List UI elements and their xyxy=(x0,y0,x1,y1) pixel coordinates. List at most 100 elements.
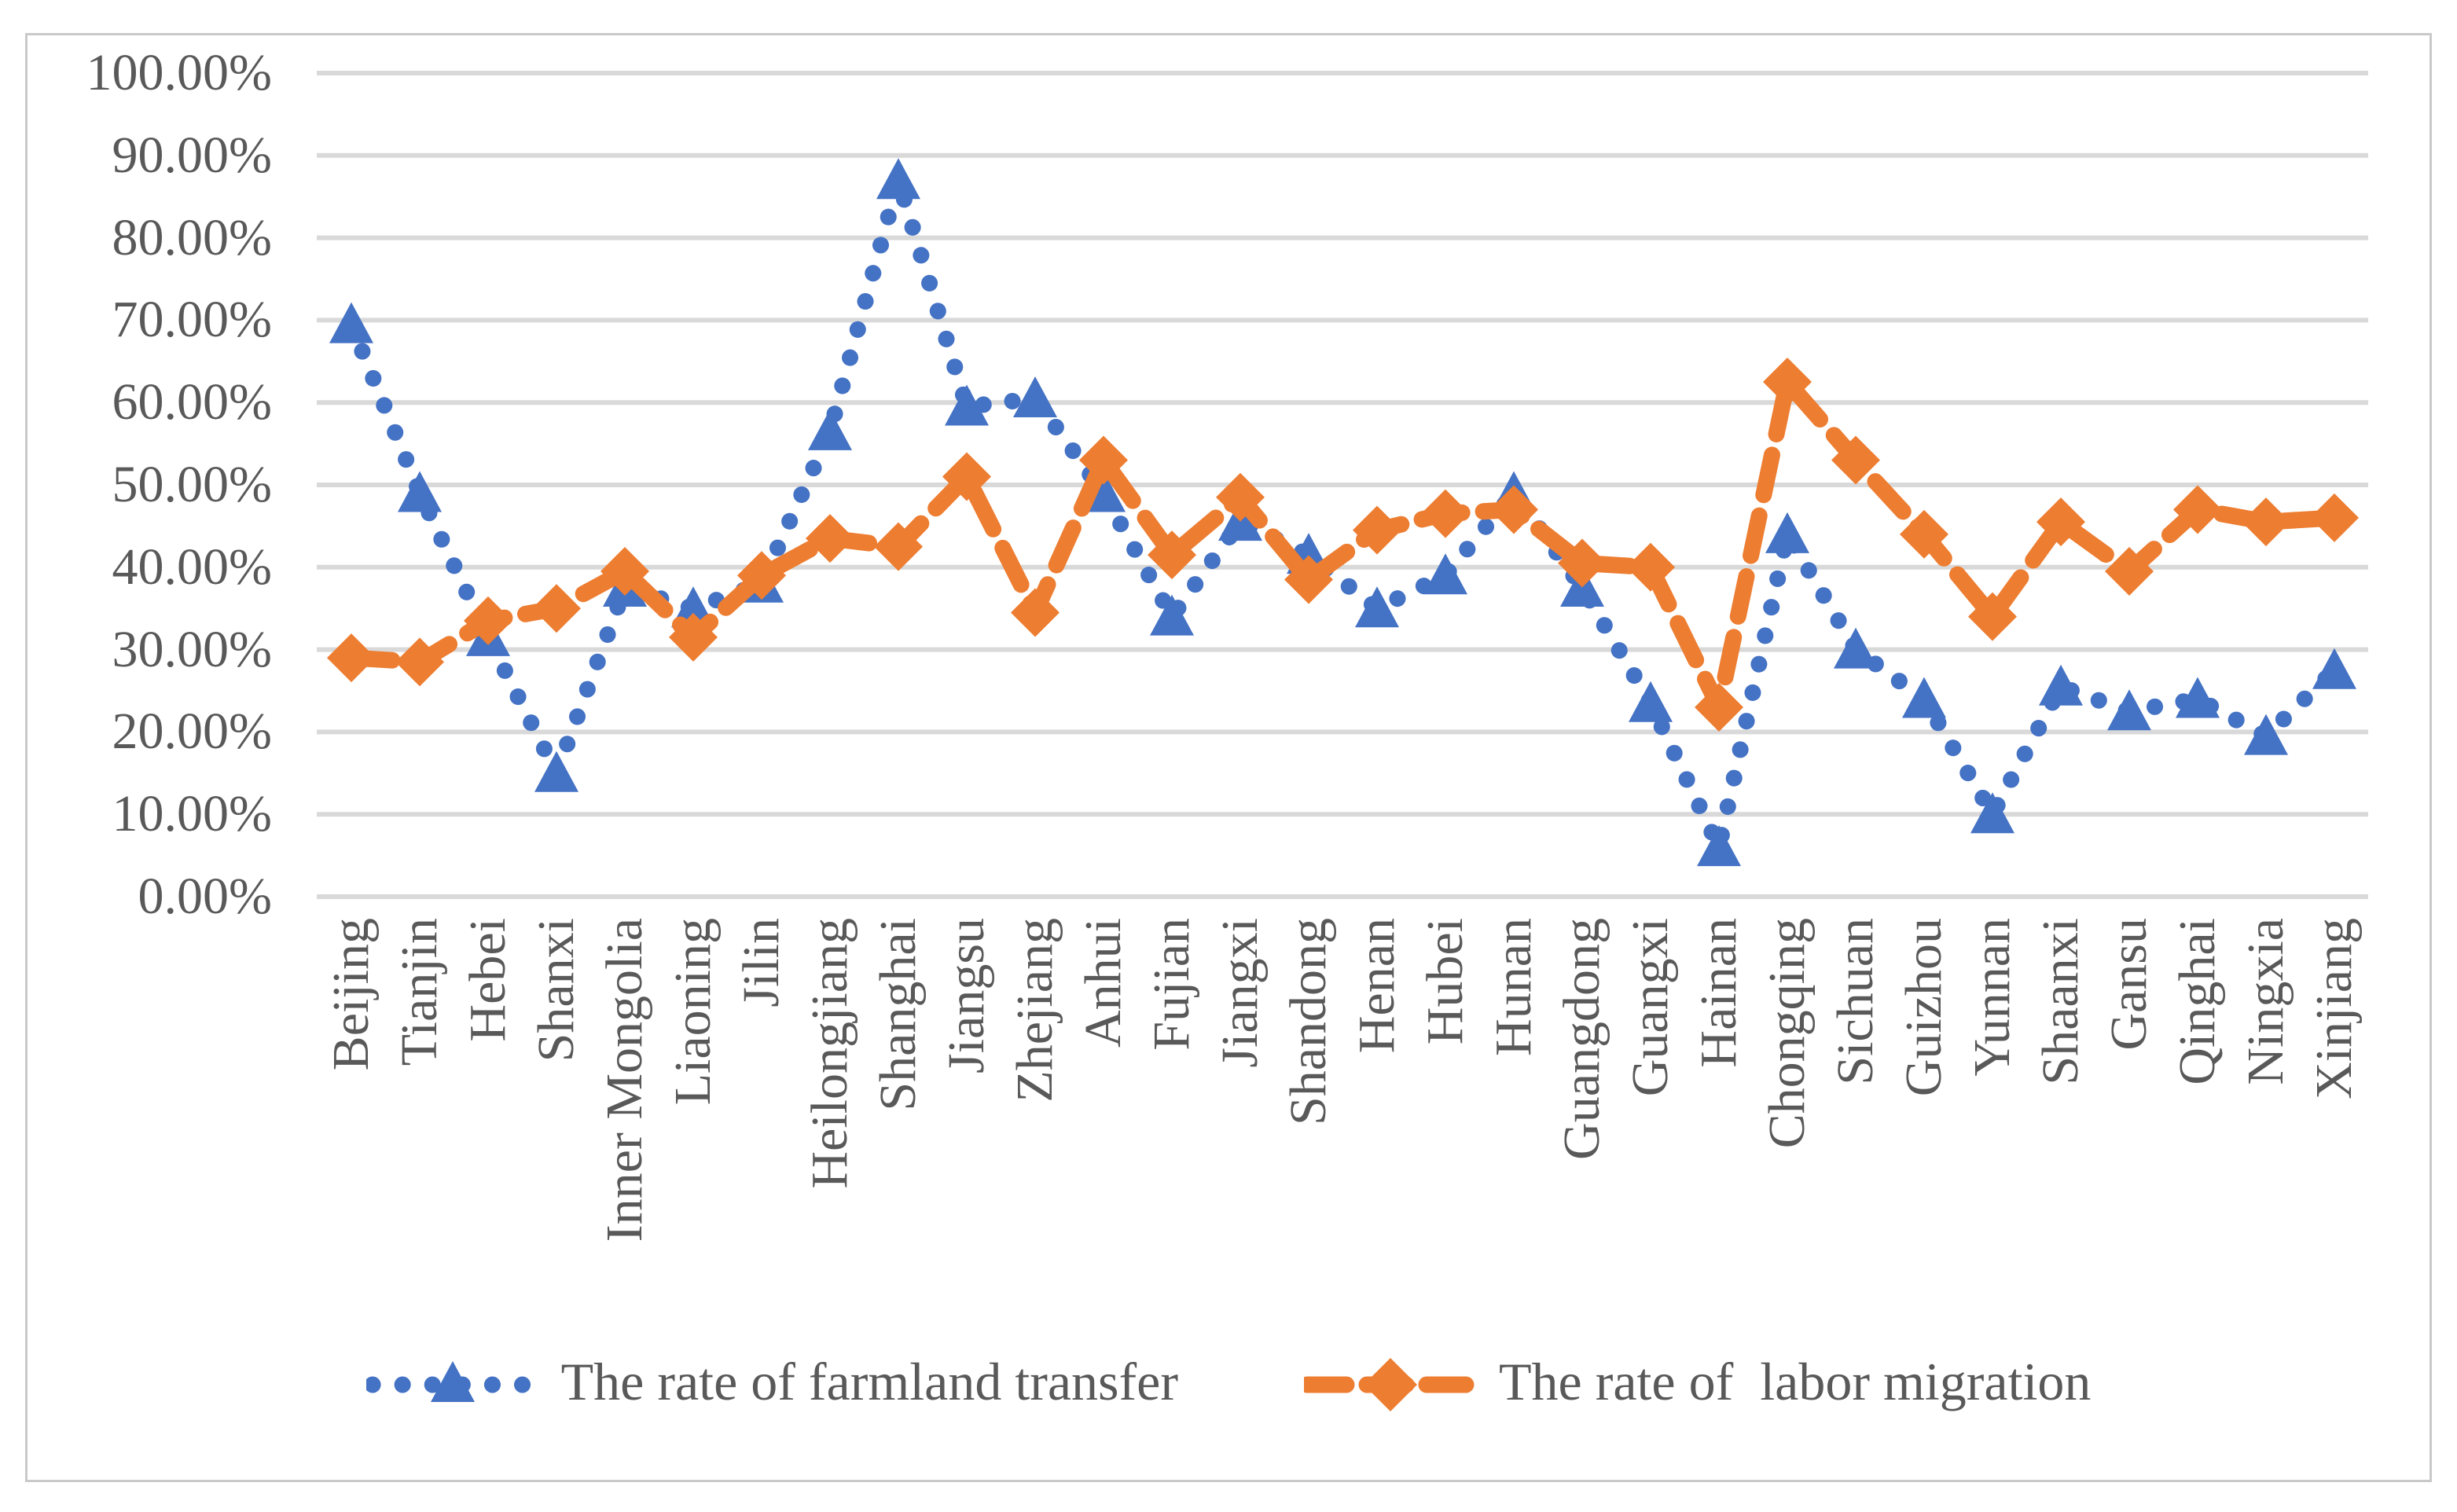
data-point-marker-triangle xyxy=(945,384,989,426)
x-category-label: Guizhou xyxy=(1895,918,1952,1097)
data-point-marker-triangle xyxy=(2107,689,2151,731)
data-point-marker-diamond xyxy=(600,547,649,596)
x-category-label: Ningxia xyxy=(2237,918,2294,1085)
x-category-label: Jiangsu xyxy=(938,918,995,1073)
data-point-marker-diamond xyxy=(737,551,786,600)
data-point-marker-diamond xyxy=(327,633,376,683)
y-tick-label: 10.00% xyxy=(112,785,272,843)
y-tick-label: 20.00% xyxy=(112,703,272,761)
data-point-marker-triangle xyxy=(808,409,852,450)
x-category-label: Guangdong xyxy=(1553,918,1610,1160)
data-point-marker-diamond xyxy=(1079,435,1128,485)
data-point-marker-triangle xyxy=(1629,681,1673,722)
y-tick-label: 60.00% xyxy=(112,373,272,431)
x-category-label: Inner Mongolia xyxy=(596,918,653,1242)
x-category-label: Heilongjiang xyxy=(801,918,858,1189)
data-point-marker-triangle xyxy=(1970,792,2014,834)
data-point-marker-diamond xyxy=(806,514,854,563)
y-tick-label: 0.00% xyxy=(138,868,272,925)
data-point-marker-diamond xyxy=(395,637,444,687)
data-point-marker-triangle xyxy=(2176,677,2220,718)
data-point-marker-diamond xyxy=(464,596,512,645)
data-point-marker-diamond xyxy=(2242,497,2290,547)
data-point-marker-triangle xyxy=(1697,825,1741,867)
data-point-marker-diamond xyxy=(2036,497,2085,547)
series-line-labor-migration xyxy=(343,373,2343,716)
x-category-label: Sichuan xyxy=(1827,918,1884,1085)
data-point-marker-diamond xyxy=(874,522,923,571)
chart-legend: The rate of farmland transfer The rate o… xyxy=(0,1350,2457,1413)
x-category-label: Tianjin xyxy=(391,918,448,1066)
legend-label-labor-migration: The rate of labor migration xyxy=(1498,1351,2092,1411)
data-point-marker-diamond xyxy=(1284,555,1333,604)
legend-marker-dashed-diamond-icon xyxy=(1303,1358,1477,1411)
data-point-marker-diamond xyxy=(1695,682,1743,732)
x-category-label: Gansu xyxy=(2100,918,2158,1051)
x-category-label: Shandong xyxy=(1280,918,1337,1125)
series-line-farmland-transfer xyxy=(343,171,2343,856)
x-category-label: Shanxi xyxy=(527,918,585,1062)
x-category-label: Zhejiang xyxy=(1006,918,1063,1103)
data-point-marker-diamond xyxy=(532,584,581,633)
x-category-label: Hebei xyxy=(459,918,516,1042)
data-point-marker-triangle xyxy=(534,750,578,792)
data-point-marker-triangle xyxy=(2312,648,2356,689)
x-category-label: Chongqing xyxy=(1758,918,1816,1149)
data-point-marker-triangle xyxy=(1355,586,1399,628)
x-category-label: Hunan xyxy=(1485,918,1542,1056)
data-point-marker-diamond xyxy=(1558,538,1607,588)
data-point-marker-diamond xyxy=(1148,530,1196,580)
data-point-marker-triangle xyxy=(2244,714,2288,755)
data-point-marker-diamond xyxy=(669,612,718,662)
x-category-label: Yunnan xyxy=(1963,918,2021,1077)
data-point-marker-diamond xyxy=(1900,509,1948,559)
x-category-label: Jilin xyxy=(733,918,790,1007)
chart-frame xyxy=(25,33,2432,1482)
x-category-label: Shaanxi xyxy=(2032,918,2089,1085)
data-point-marker-triangle xyxy=(329,302,373,343)
data-point-marker-diamond xyxy=(1011,588,1060,637)
y-tick-label: 40.00% xyxy=(112,538,272,596)
data-point-marker-diamond xyxy=(1216,472,1265,522)
legend-label-farmland-transfer: The rate of farmland transfer xyxy=(560,1351,1178,1411)
x-category-label: Shanghai xyxy=(869,918,927,1111)
x-category-label: Xinjiang xyxy=(2305,918,2363,1099)
data-point-marker-diamond xyxy=(1626,542,1675,592)
x-category-label: Liaoning xyxy=(664,918,722,1106)
data-point-marker-triangle xyxy=(1834,627,1878,669)
y-tick-label: 50.00% xyxy=(112,456,272,513)
y-tick-label: 30.00% xyxy=(112,620,272,678)
data-point-marker-diamond xyxy=(1763,358,1812,406)
x-category-label: Hainan xyxy=(1690,918,1747,1068)
y-tick-label: 100.00% xyxy=(86,44,272,101)
data-point-marker-triangle xyxy=(1423,553,1467,595)
x-category-label: Jiangxi xyxy=(1211,918,1269,1068)
x-category-label: Beijing xyxy=(322,918,380,1071)
data-point-marker-triangle xyxy=(2039,664,2083,706)
data-point-marker-diamond xyxy=(1421,489,1470,538)
x-category-label: Guangxi xyxy=(1621,918,1679,1097)
data-point-marker-triangle xyxy=(1150,594,1194,636)
x-category-label: Fujian xyxy=(1143,918,1200,1051)
x-category-label: Qinghai xyxy=(2169,918,2226,1085)
data-point-marker-triangle xyxy=(398,471,442,512)
y-tick-label: 70.00% xyxy=(112,291,272,349)
x-category-label: Anhui xyxy=(1074,918,1132,1048)
data-point-marker-diamond xyxy=(2105,547,2154,596)
data-point-marker-triangle xyxy=(1902,677,1946,718)
data-point-marker-triangle xyxy=(1765,512,1809,553)
legend-item-labor-migration: The rate of labor migration xyxy=(1303,1350,2092,1413)
legend-marker-dotted-triangle-icon xyxy=(365,1361,539,1402)
y-tick-label: 80.00% xyxy=(112,208,272,266)
data-point-marker-diamond xyxy=(1831,435,1880,485)
x-category-label: Hubei xyxy=(1416,918,1474,1045)
data-point-marker-diamond xyxy=(942,452,991,501)
legend-item-farmland-transfer: The rate of farmland transfer xyxy=(365,1350,1178,1413)
data-point-marker-triangle xyxy=(876,158,920,200)
x-category-label: Henan xyxy=(1348,918,1405,1054)
data-point-marker-diamond xyxy=(1353,505,1401,555)
y-tick-label: 90.00% xyxy=(112,126,272,184)
data-point-marker-diamond xyxy=(2310,493,2359,542)
